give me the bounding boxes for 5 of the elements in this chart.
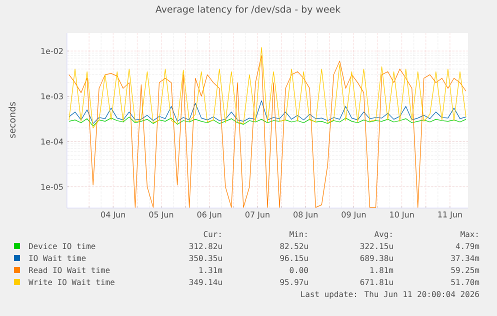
line-series (68, 47, 466, 128)
y-axis-title: seconds (8, 102, 16, 138)
line-series (68, 100, 466, 124)
line-series (68, 116, 466, 126)
chart-title: Average latency for /dev/sda - by week (156, 5, 341, 15)
